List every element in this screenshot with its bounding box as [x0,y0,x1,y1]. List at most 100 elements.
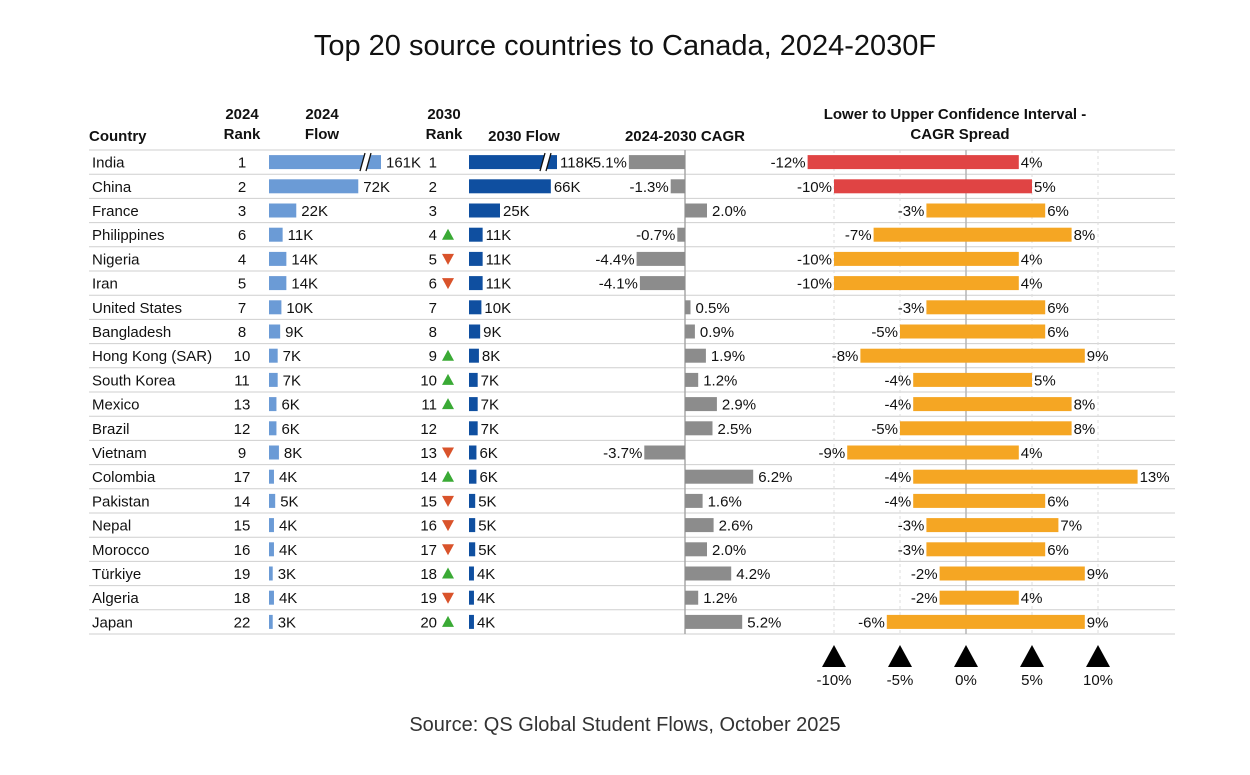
rank2024-value: 2 [238,179,246,196]
cagr-bar [685,421,713,436]
ci-high-label: 4% [1021,251,1043,268]
table-row: France 3 22K 3 25K 2.0% -3% 6% [92,203,1069,220]
cagr-bar [685,493,703,508]
ci-high-label: 4% [1021,590,1043,607]
ci-axis: -10% -5% 0% 5% 10% [816,645,1113,689]
ci-bar [900,324,1046,339]
cagr-label: 1.6% [708,493,742,510]
ci-low-label: -10% [797,276,832,293]
flow2024-bar [269,566,273,581]
rank2024-value: 4 [238,251,246,268]
ci-bar [926,518,1059,533]
flow2024-label: 6K [281,397,299,414]
cagr-label: -4.4% [595,251,634,268]
cagr-bar [685,614,743,629]
rank2030-value: 3 [429,203,437,220]
ci-low-label: -3% [898,203,925,220]
table-row: Philippines 6 11K 4 11K -0.7% -7% 8% [92,227,1095,244]
ci-high-label: 9% [1087,614,1109,631]
table-row: Iran 5 14K 6 11K -4.1% -10% 4% [92,276,1042,293]
flow2030-label: 118K [560,155,594,172]
flow2030-label: 7K [481,397,499,414]
rank2030-value: 16 [420,518,437,535]
rank2024-value: 6 [238,227,246,244]
rank2030-value: 9 [429,348,437,365]
cagr-label: 2.9% [722,397,756,414]
cagr-bar [685,203,707,218]
ci-axis-tick-label: -10% [816,672,851,689]
header-ci-line1: Lower to Upper Confidence Interval - [824,106,1087,123]
ci-bar [834,179,1032,194]
flow2030-bar [469,518,476,533]
cagr-label: 5.2% [747,614,781,631]
axis-marker-icon [1020,645,1044,667]
flow2024-label: 4K [279,590,297,607]
ci-low-label: -7% [845,227,872,244]
axis-break-gap [360,152,371,172]
trend-down-icon [442,544,454,556]
country-label: China [92,179,132,196]
trend-down-icon [442,495,454,507]
axis-break-mark [359,152,366,172]
ci-low-label: -2% [911,566,938,583]
table-row: Japan 22 3K 20 4K 5.2% -6% 9% [92,614,1108,631]
flow2030-label: 8K [482,348,500,365]
trend-down-icon [442,447,454,459]
flow2030-label: 7K [481,372,499,389]
flow2030-label: 7K [481,421,499,438]
trend-down-icon [442,592,454,604]
trend-up-icon [442,615,454,627]
flow2024-label: 14K [291,251,318,268]
ci-axis-tick-label: 10% [1083,672,1113,689]
flow2030-bar [469,324,481,339]
trend-down-icon [442,253,454,265]
cagr-label: 2.5% [718,421,752,438]
ci-low-label: -2% [911,590,938,607]
ci-low-label: -12% [771,155,806,172]
flow2030-label: 66K [554,179,581,196]
flow2024-bar [269,348,278,363]
flow2030-bar [469,590,474,605]
ci-high-label: 5% [1034,179,1056,196]
ci-bar [939,566,1085,581]
table-row: Pakistan 14 5K 15 5K 1.6% -4% 6% [92,493,1069,510]
ci-bar [913,397,1072,412]
flow2030-label: 4K [477,566,495,583]
ci-bar [913,493,1046,508]
ci-high-label: 6% [1047,542,1069,559]
flow2024-bar [269,518,274,533]
ci-bar [926,300,1046,315]
cagr-label: 1.2% [703,372,737,389]
flow2030-bar [469,227,483,242]
flow2030-bar [469,469,477,484]
flow2030-label: 9K [483,324,501,341]
rank2030-value: 12 [420,421,437,438]
table-row: Vietnam 9 8K 13 6K -3.7% -9% 4% [92,445,1042,462]
flow2024-label: 8K [284,445,302,462]
flow2024-bar [269,276,287,291]
rank2030-value: 4 [429,227,437,244]
rank2024-value: 19 [234,566,251,583]
rank2024-value: 15 [234,518,251,535]
axis-marker-icon [1086,645,1110,667]
ci-low-label: -4% [885,372,912,389]
flow2030-bar [469,397,478,412]
ci-high-label: 8% [1074,397,1096,414]
rank2030-value: 2 [429,179,437,196]
flow2024-label: 5K [280,493,298,510]
ci-bar [807,155,1019,170]
rank2024-value: 12 [234,421,251,438]
country-label: Colombia [92,469,156,486]
rank2030-value: 19 [420,590,437,607]
ci-low-label: -9% [819,445,846,462]
flow2024-label: 7K [283,372,301,389]
header-flow2024-line1: 2024 [305,106,339,123]
cagr-bar [685,300,691,315]
country-label: Philippines [92,227,165,244]
ci-low-label: -8% [832,348,859,365]
rank2030-value: 5 [429,251,437,268]
rank2024-value: 5 [238,276,246,293]
country-label: Mexico [92,397,140,414]
flow2024-label: 11K [288,227,314,244]
axis-marker-icon [954,645,978,667]
